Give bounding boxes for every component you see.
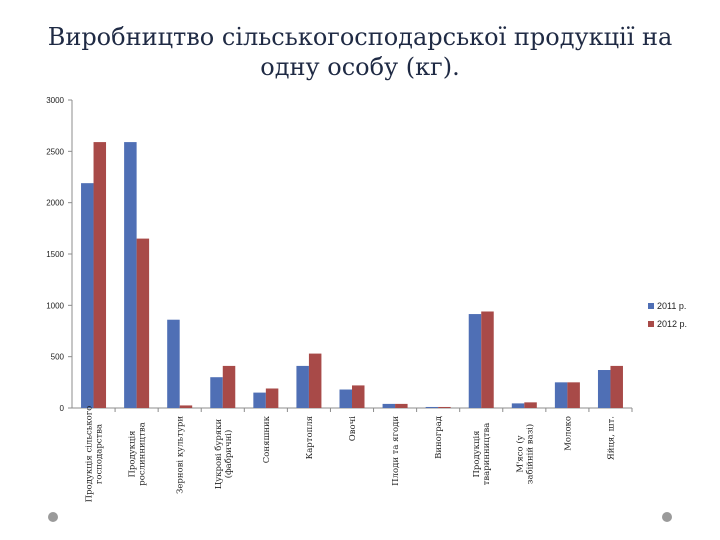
x-tick-label: Продукція тваринництва: [472, 423, 492, 486]
y-tick-label: 2500: [46, 147, 64, 156]
x-tick-label-line: тваринництва: [482, 423, 492, 486]
bar-series-2: [179, 405, 193, 408]
x-tick-label-line: Молоко: [563, 416, 573, 451]
bar-series-1: [468, 314, 482, 408]
x-tick-label: Виноград: [434, 416, 444, 459]
x-tick-label-line: Виноград: [434, 416, 444, 459]
x-tick-label-line: забійній вазі): [524, 424, 535, 484]
x-tick-label-line: Яйця, шт.: [606, 416, 616, 460]
decorative-dot: [48, 512, 58, 522]
x-tick-label: Овочі: [348, 416, 358, 441]
x-tick-label-line: Продукція: [128, 430, 138, 477]
x-tick-label: Яйця, шт.: [606, 416, 616, 460]
bar-series-2: [524, 402, 537, 408]
y-tick-label: 1500: [46, 250, 64, 259]
x-tick-label: Зернові культури: [176, 416, 186, 494]
legend-swatch: [648, 321, 654, 327]
bar-series-1: [554, 382, 568, 408]
bar-series-1: [253, 392, 266, 408]
bar-series-1: [124, 142, 137, 409]
bar-series-2: [395, 403, 408, 408]
bar-series-1: [296, 365, 309, 408]
x-tick-label: Картопля: [305, 416, 315, 459]
bar-series-2: [136, 238, 150, 408]
x-tick-label-line: Плоди та ягоди: [391, 416, 401, 486]
x-tick-label-line: Продукція сільського: [85, 406, 95, 503]
x-tick-label-line: Цукрові буряки: [213, 418, 224, 489]
bar-series-2: [308, 353, 322, 408]
slide-title: Виробництво сільськогосподарської продук…: [30, 22, 690, 82]
x-tick-label: Продукція сільського господарства: [85, 406, 105, 503]
legend-label: 2012 р.: [657, 319, 688, 329]
y-tick-label: 0: [60, 404, 65, 413]
chart-legend: 2011 р. 2012 р.: [648, 297, 687, 333]
bar-series-2: [222, 365, 236, 408]
bar-series-2: [93, 142, 107, 409]
x-tick-label-line: (фабричні): [223, 430, 234, 479]
title-line-2: одну особу (кг).: [260, 53, 460, 81]
x-tick-label: Молоко: [563, 416, 573, 451]
x-tick-label-line: Картопля: [305, 416, 315, 459]
bar-series-1: [339, 389, 352, 408]
bar-series-2: [610, 365, 623, 408]
bar-series-2: [481, 311, 494, 408]
bar-series-1: [511, 403, 525, 408]
x-tick-label: Продукція рослинництва: [128, 422, 148, 485]
x-tick-label-line: М'ясо (у: [514, 435, 525, 472]
bar-series-1: [597, 370, 611, 408]
bar-series-1: [81, 183, 94, 408]
y-tick-label: 500: [51, 353, 65, 362]
x-tick-label-line: Соняшник: [262, 415, 272, 463]
bar-series-2: [567, 382, 580, 408]
legend-label: 2011 р.: [657, 301, 687, 311]
y-tick-label: 3000: [46, 96, 64, 105]
bar-series-1: [210, 377, 223, 408]
legend-item: 2012 р.: [648, 315, 687, 333]
bar-series-2: [265, 388, 279, 408]
bar-series-1: [425, 406, 439, 408]
title-line-1: Виробництво сільськогосподарської продук…: [47, 23, 673, 51]
x-tick-label: Соняшник: [262, 415, 272, 463]
bar-series-2: [352, 385, 365, 408]
y-tick-label: 1000: [46, 301, 64, 310]
x-tick-label: Цукрові буряки (фабричні): [213, 418, 234, 489]
bar-series-1: [382, 403, 396, 408]
legend-swatch: [648, 303, 654, 309]
y-tick-label: 2000: [46, 199, 64, 208]
legend-item: 2011 р.: [648, 297, 687, 315]
x-tick-label-line: Продукція: [472, 430, 482, 477]
x-tick-label-line: Овочі: [348, 416, 358, 441]
x-tick-label-line: господарства: [95, 424, 105, 484]
x-tick-label-line: рослинництва: [138, 422, 148, 485]
bar-series-1: [167, 319, 180, 408]
x-tick-label-line: Зернові культури: [176, 416, 186, 494]
x-tick-label: Плоди та ягоди: [391, 416, 401, 486]
x-tick-label: М'ясо (у забійній вазі): [514, 424, 535, 484]
bar-series-2: [438, 406, 451, 408]
decorative-dot: [662, 512, 672, 522]
